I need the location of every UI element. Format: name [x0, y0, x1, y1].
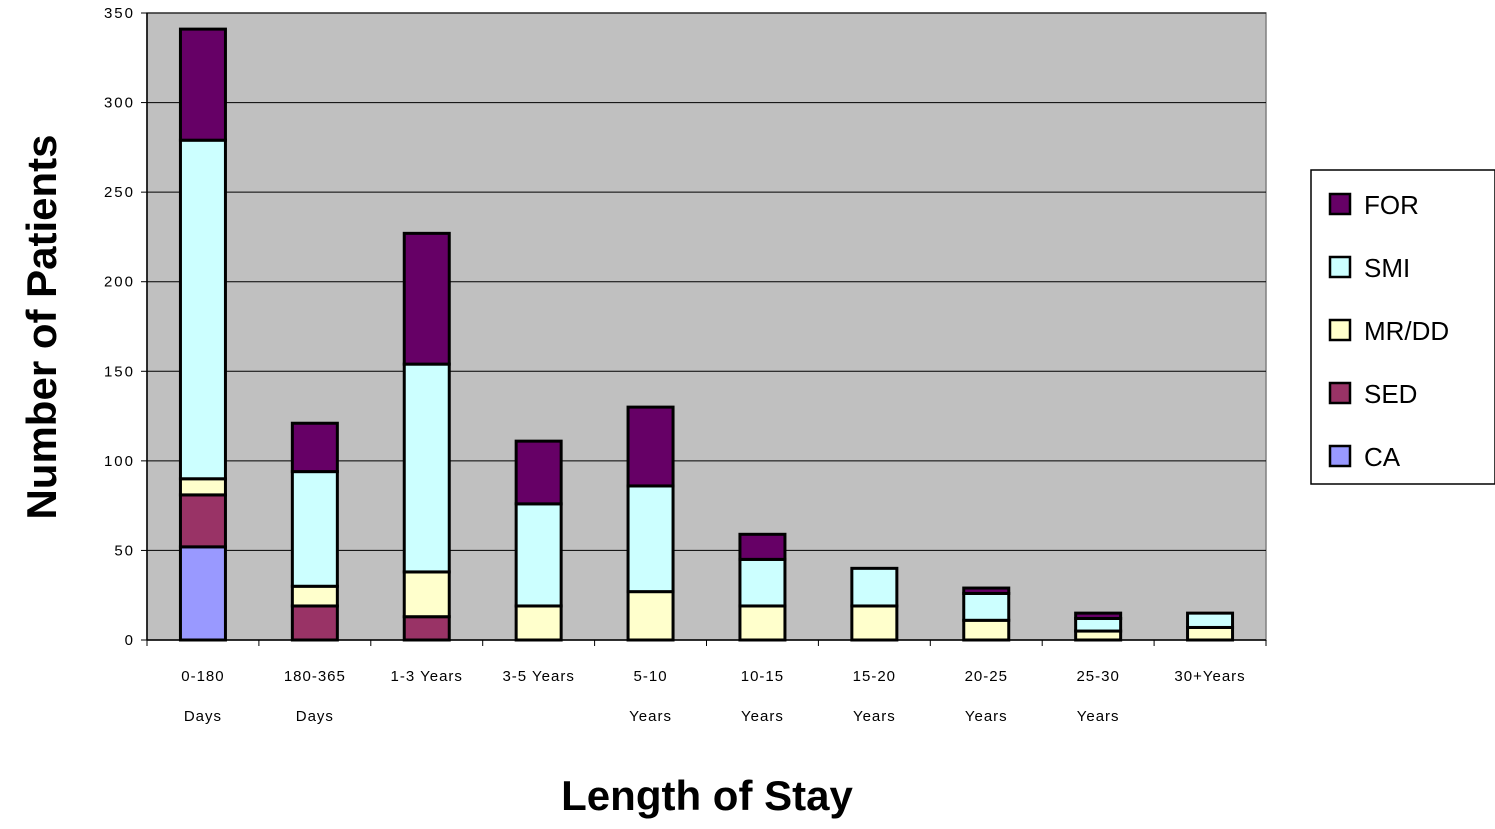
- x-category-label: Days: [296, 708, 334, 725]
- bar-segment-mr-dd: [402, 570, 451, 619]
- x-category-label: Years: [853, 708, 896, 725]
- bar-segment-for: [514, 439, 563, 506]
- x-category-label: 0-180: [181, 668, 224, 685]
- y-tick-label: 350: [104, 5, 135, 22]
- y-tick-label: 50: [114, 542, 135, 559]
- x-category-label: Years: [629, 708, 672, 725]
- legend-label: MR/DD: [1364, 316, 1449, 346]
- bar-segment-sed: [178, 493, 227, 549]
- axes: 0 50 100 150 200 250 300 350 0-180 Days 180-365 Day…: [104, 5, 1267, 725]
- legend: FOR SMI MR/DD SED CA: [1310, 169, 1495, 485]
- bar-segment-for: [178, 27, 227, 142]
- legend-label: SMI: [1364, 253, 1410, 283]
- bar-segment-mr-dd: [290, 584, 339, 608]
- legend-box: [1310, 169, 1495, 485]
- x-category-label: Years: [965, 708, 1008, 725]
- y-tick-label: 200: [104, 274, 135, 291]
- bar-segment-mr-dd: [178, 477, 227, 497]
- bar-segment-mr-dd: [1186, 625, 1235, 642]
- bar-segment-mr-dd: [514, 604, 563, 642]
- bar-segment-smi: [402, 362, 451, 574]
- legend-swatch: [1328, 318, 1352, 342]
- legend-label: FOR: [1364, 190, 1419, 220]
- x-category-label: 15-20: [853, 668, 896, 685]
- bar-segment-smi: [626, 484, 675, 594]
- bar-segment-smi: [1074, 617, 1123, 633]
- bars: [178, 27, 1235, 642]
- bar-segment-smi: [514, 502, 563, 608]
- x-category-label: 30+Years: [1174, 668, 1245, 685]
- x-category-label: 20-25: [965, 668, 1008, 685]
- bar-segment-mr-dd: [850, 604, 899, 642]
- bar-segment-smi: [178, 138, 227, 481]
- bar-segment-smi: [850, 566, 899, 608]
- bar-segment-mr-dd: [626, 590, 675, 642]
- bar-segment-sed: [290, 604, 339, 642]
- y-tick-label: 0: [125, 632, 135, 649]
- x-category-label: 5-10: [634, 668, 668, 685]
- bar-segment-for: [1074, 611, 1123, 621]
- x-category-label: 3-5 Years: [502, 668, 574, 685]
- x-category-label: 180-365: [284, 668, 346, 685]
- legend-swatch: [1328, 192, 1352, 216]
- y-tick-label: 100: [104, 453, 135, 470]
- bar-segment-for: [962, 586, 1011, 595]
- legend-label: CA: [1364, 442, 1401, 472]
- legend-swatch: [1328, 255, 1352, 279]
- bar-segment-ca: [178, 545, 227, 642]
- x-category-label: 25-30: [1076, 668, 1119, 685]
- x-category-label: 1-3 Years: [391, 668, 463, 685]
- bar-segment-sed: [402, 615, 451, 642]
- y-tick-label: 300: [104, 95, 135, 112]
- bar-segment-smi: [738, 557, 787, 608]
- legend-swatch: [1328, 381, 1352, 405]
- bar-segment-mr-dd: [738, 604, 787, 642]
- bar-segment-smi: [1186, 611, 1235, 629]
- x-category-label: Years: [1077, 708, 1120, 725]
- legend-swatch: [1328, 444, 1352, 468]
- bar-segment-for: [738, 532, 787, 561]
- y-axis-title: Number of Patients: [18, 134, 65, 519]
- legend-label: SED: [1364, 379, 1417, 409]
- bar-segment-for: [290, 421, 339, 474]
- x-category-label: Years: [741, 708, 784, 725]
- x-axis-title: Length of Stay: [561, 772, 853, 819]
- bar-segment-for: [402, 231, 451, 366]
- bar-segment-for: [626, 405, 675, 488]
- bar-segment-smi: [962, 591, 1011, 622]
- bar-segment-smi: [290, 470, 339, 588]
- y-tick-label: 250: [104, 184, 135, 201]
- x-category-label: Days: [184, 708, 222, 725]
- y-tick-label: 150: [104, 363, 135, 380]
- x-category-label: 10-15: [741, 668, 784, 685]
- bar-segment-mr-dd: [962, 618, 1011, 642]
